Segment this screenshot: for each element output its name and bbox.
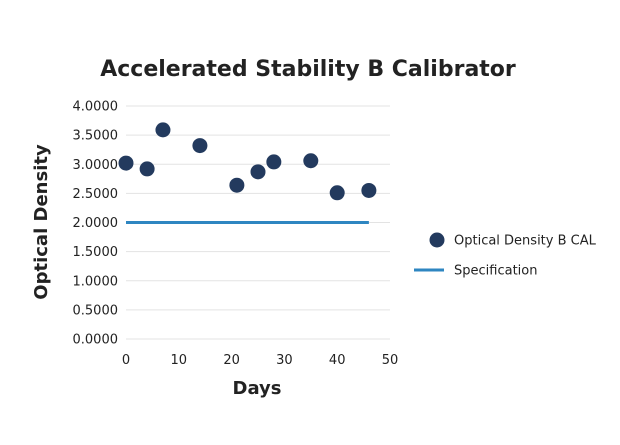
y-axis-ticks: 0.0000 0.5000 1.0000 1.5000 2.0000 2.5000 3.00… [73,100,119,348]
y-tick-label: 2.5000 [73,187,119,202]
chart-title: Accelerated Stability B Calibrator [100,57,516,82]
x-tick-label: 40 [329,353,346,368]
y-tick-label: 1.5000 [73,245,119,260]
x-tick-label: 20 [223,353,240,368]
y-tick-label: 3.0000 [73,158,119,173]
y-tick-label: 4.0000 [73,100,119,115]
x-tick-label: 10 [171,353,188,368]
legend-marker-dot [429,232,445,248]
data-point [229,177,245,193]
x-tick-label: 0 [122,353,130,368]
x-tick-label: 30 [276,353,293,368]
y-axis-title: Optical Density [31,144,52,300]
data-point [266,154,282,170]
plot-area [118,122,377,224]
data-point [329,185,345,201]
y-tick-label: 3.5000 [73,129,119,144]
legend-label: Optical Density B CAL [454,234,597,249]
legend-label: Specification [454,264,537,279]
x-tick-label: 50 [382,353,399,368]
y-tick-label: 1.0000 [73,274,119,289]
data-point [192,138,208,154]
data-point [303,153,319,169]
legend: Optical Density B CAL Specification [414,232,597,279]
data-point [250,164,266,180]
y-tick-label: 0.0000 [73,333,119,348]
y-tick-label: 2.0000 [73,216,119,231]
data-point [361,182,377,198]
x-axis-ticks: 0 10 20 30 40 50 [122,353,398,368]
x-axis-title: Days [233,378,282,399]
data-point [155,122,171,138]
y-tick-label: 0.5000 [73,303,119,318]
data-point [118,155,134,171]
data-point [139,161,155,177]
